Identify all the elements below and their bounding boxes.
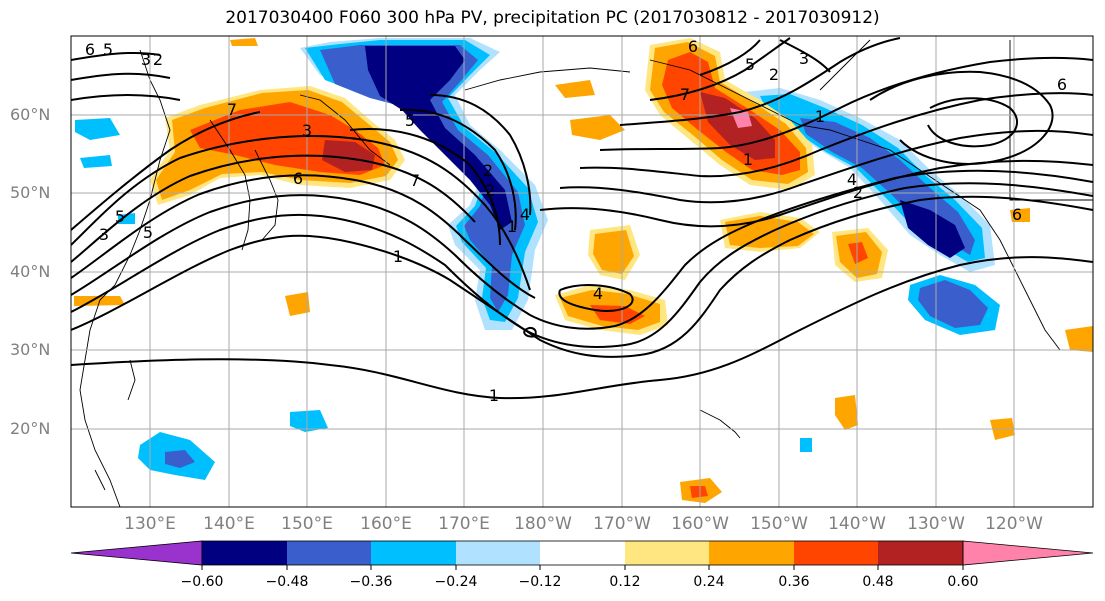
contour-label: 6 (293, 169, 303, 188)
colorbar-cell (540, 541, 625, 565)
lon-label: 170°W (593, 514, 651, 534)
contour-label: 1 (507, 217, 517, 236)
contour-label: 3 (302, 121, 312, 140)
contour-label: 1 (489, 386, 499, 405)
colorbar-cell (709, 541, 794, 565)
lat-label-40n: 40°N (10, 262, 51, 281)
lon-label: 160°W (671, 514, 729, 534)
contour-label: 1 (815, 107, 825, 126)
colorbar-tick-label: 0.36 (778, 574, 810, 590)
colorbar-cell (371, 541, 456, 565)
colorbar-cell (70, 540, 203, 566)
lon-label: 180°W (514, 514, 572, 534)
lat-label-60n: 60°N (10, 105, 51, 124)
contour-label: 6 (85, 40, 95, 59)
lat-label-20n: 20°N (10, 419, 51, 438)
lon-label: 120°W (985, 514, 1043, 534)
colorbar-cell (625, 541, 709, 565)
contour-label: 1 (743, 150, 753, 169)
contour-label: 6 (1012, 205, 1022, 224)
contour-label: 7 (227, 100, 237, 119)
contour-label: 5 (103, 40, 113, 59)
colorbar-cell (962, 540, 1094, 566)
contour-labels: 6 5 3 2 5 7 6 7 5 3 5 1 6 7 3 2 1 4 2 1 … (85, 37, 1067, 405)
colorbar-cell (456, 541, 540, 565)
contour-label: 5 (143, 223, 153, 242)
lon-label: 160°E (360, 514, 412, 534)
lon-label: 150°E (281, 514, 333, 534)
colorbar-tick-label: −0.12 (518, 574, 562, 590)
colorbar-tick-label: −0.36 (349, 574, 393, 590)
map-frame (70, 35, 1094, 508)
contour-label: 2 (853, 183, 863, 202)
coastlines (79, 39, 1093, 507)
colorbar-tick-label: 0.12 (609, 574, 641, 590)
lat-label-50n: 50°N (10, 183, 51, 202)
contour-label: 7 (410, 171, 420, 190)
contour-label: 6 (688, 37, 698, 56)
contour-label: 5 (745, 55, 755, 74)
grid-lines (71, 36, 1093, 507)
contour-label: 4 (593, 284, 603, 303)
colorbar-cell (202, 541, 287, 565)
lon-label: 140°W (828, 514, 886, 534)
contour-label: 5 (115, 207, 125, 226)
contour-label: 2 (153, 50, 163, 69)
colorbar-tick-label: 0.24 (693, 574, 725, 590)
contour-label: 2 (769, 65, 779, 84)
contour-label: 3 (141, 50, 151, 69)
contour-label: 2 (483, 161, 493, 180)
colorbar-tick-label: −0.60 (180, 574, 224, 590)
colorbar-tick-label: −0.24 (434, 574, 478, 590)
colorbar-cell (794, 541, 878, 565)
pv-contours (71, 37, 1093, 400)
lon-label: 170°E (438, 514, 490, 534)
contour-label: 1 (393, 247, 403, 266)
contour-label: 5 (405, 111, 415, 130)
colorbar-tick-label: 0.48 (862, 574, 894, 590)
lon-label: 130°W (907, 514, 965, 534)
contour-label: 3 (799, 49, 809, 68)
contour-label: 4 (847, 170, 857, 189)
contour-label: 6 (1057, 75, 1067, 94)
lon-label: 130°E (124, 514, 176, 534)
colorbar-tick-label: −0.48 (265, 574, 309, 590)
colorbar-cell (287, 541, 371, 565)
map-title: 2017030400 F060 300 hPa PV, precipitatio… (225, 8, 880, 28)
colorbar (70, 540, 1094, 570)
lon-label: 150°W (750, 514, 808, 534)
contour-label: 7 (680, 85, 690, 104)
colorbar-tick-label: 0.60 (947, 574, 979, 590)
contour-label: 3 (99, 225, 109, 244)
lon-label: 140°E (203, 514, 255, 534)
contour-label: 4 (520, 205, 530, 224)
lat-label-30n: 30°N (10, 340, 51, 359)
contour-label: 2 (485, 181, 495, 200)
colorbar-cell (878, 541, 963, 565)
